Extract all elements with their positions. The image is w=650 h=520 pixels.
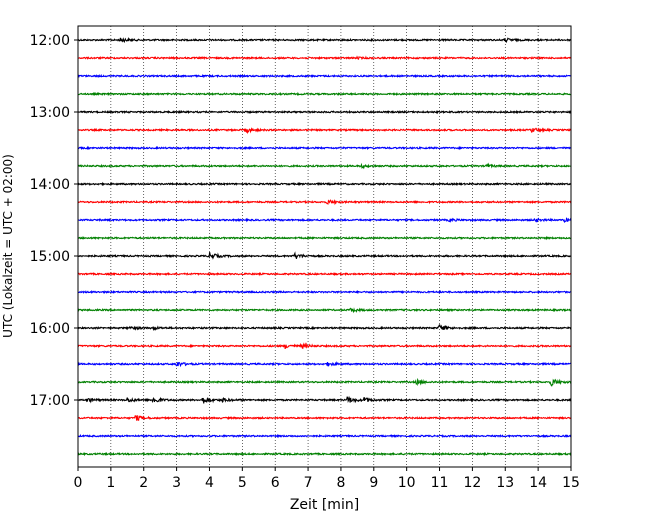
trace-line (77, 271, 572, 277)
trace-line (77, 109, 572, 115)
trace-line (77, 451, 572, 457)
x-tick-label: 12 (463, 475, 481, 491)
y-tick-label: 12:00 (30, 33, 70, 49)
trace-line (77, 433, 572, 439)
x-tick-label: 13 (496, 475, 514, 491)
x-tick-label: 6 (271, 475, 280, 491)
y-tick-label: 14:00 (30, 177, 70, 193)
trace-line (77, 361, 572, 368)
trace-line (77, 395, 572, 404)
seismic-traces (77, 36, 572, 457)
y-tick-label: 17:00 (30, 393, 70, 409)
trace-line (77, 73, 572, 79)
trace-line (77, 324, 572, 332)
x-tick-label: 10 (398, 475, 416, 491)
trace-line (77, 145, 572, 151)
plot-frame (77, 25, 572, 468)
x-tick-label: 3 (172, 475, 181, 491)
x-tick-label: 14 (529, 475, 547, 491)
trace-line (77, 251, 572, 260)
x-tick-label: 5 (238, 475, 247, 491)
trace-line (77, 307, 572, 314)
trace-line (77, 199, 572, 206)
x-tick-label: 9 (369, 475, 378, 491)
trace-line (77, 289, 572, 295)
trace-line (77, 181, 572, 187)
x-tick-label: 7 (304, 475, 313, 491)
y-tick-label: 15:00 (30, 249, 70, 265)
y-tick-label: 16:00 (30, 321, 70, 337)
x-tick-label: 4 (205, 475, 214, 491)
trace-line (77, 127, 572, 135)
x-tick-label: 8 (336, 475, 345, 491)
x-tick-label: 1 (106, 475, 115, 491)
x-tick-label: 2 (139, 475, 148, 491)
trace-line (77, 415, 572, 421)
y-tick-label: 13:00 (30, 105, 70, 121)
x-axis-ticks: 0 1 2 3 4 5 6 7 8 9 10 11 12 13 14 15 (74, 467, 580, 491)
x-axis-label: Zeit [min] (290, 497, 359, 513)
x-tick-label: 0 (74, 475, 83, 491)
trace-line (77, 162, 572, 170)
trace-line (77, 217, 572, 223)
trace-line (77, 377, 572, 387)
trace-line (77, 235, 572, 241)
x-tick-label: 15 (562, 475, 580, 491)
trace-line (77, 342, 572, 350)
x-tick-label: 11 (431, 475, 449, 491)
y-axis-label: UTC (Lokalzeit = UTC + 02:00) (1, 154, 15, 338)
trace-line (77, 55, 572, 61)
y-axis-ticks: 12:00 13:00 14:00 15:00 16:00 17:00 (30, 33, 78, 409)
trace-line (77, 36, 572, 44)
trace-line (77, 91, 572, 97)
